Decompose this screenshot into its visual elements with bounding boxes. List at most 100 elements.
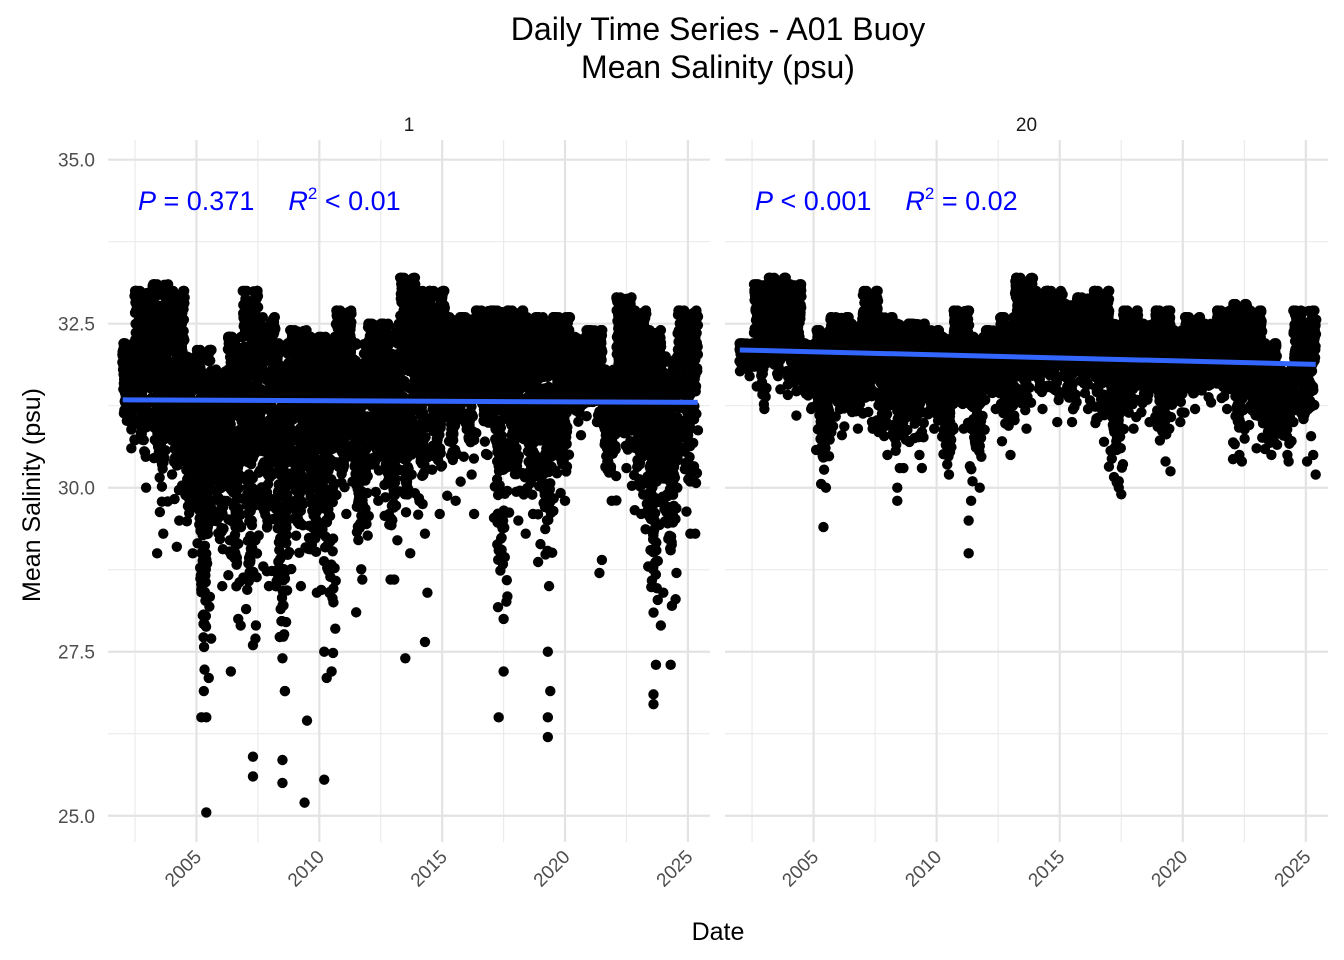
data-point <box>204 601 215 612</box>
data-point <box>225 419 236 430</box>
data-point <box>330 623 341 634</box>
data-point <box>324 510 336 522</box>
data-point <box>353 534 364 546</box>
data-point <box>194 344 206 356</box>
data-point <box>218 523 229 534</box>
data-point <box>205 344 217 356</box>
data-point <box>398 272 410 283</box>
data-point <box>200 621 212 632</box>
data-point <box>251 548 263 559</box>
data-point <box>246 515 258 526</box>
data-point <box>252 290 264 302</box>
data-point <box>280 616 292 628</box>
data-point <box>201 558 213 569</box>
chart-subtitle: Mean Salinity (psu) <box>581 49 855 85</box>
data-point <box>144 382 156 394</box>
data-point <box>202 528 214 540</box>
data-point <box>426 464 438 475</box>
data-point <box>467 411 479 422</box>
data-point <box>289 325 300 336</box>
data-point <box>181 351 192 362</box>
data-point <box>439 285 450 297</box>
data-point <box>405 548 416 559</box>
data-point <box>382 318 394 329</box>
data-point <box>241 285 253 297</box>
data-point <box>226 331 238 343</box>
data-point <box>140 451 151 462</box>
data-point <box>320 331 331 343</box>
data-point <box>156 481 168 492</box>
data-point <box>286 563 297 575</box>
data-point <box>295 580 307 592</box>
data-point <box>468 453 480 464</box>
data-point <box>434 508 445 520</box>
data-point <box>231 552 243 563</box>
data-point <box>178 335 189 347</box>
chart-title: Daily Time Series - A01 Buoy <box>511 11 925 47</box>
data-point <box>204 591 216 603</box>
data-point <box>281 585 293 596</box>
data-point <box>160 445 171 456</box>
data-point <box>363 510 374 522</box>
data-point <box>350 338 362 349</box>
data-point <box>187 548 198 559</box>
data-point <box>370 486 381 498</box>
data-point <box>217 580 228 592</box>
data-point <box>273 338 284 349</box>
data-point <box>413 285 425 297</box>
data-point <box>311 515 323 526</box>
data-point <box>126 443 137 454</box>
data-point <box>167 285 179 297</box>
data-point <box>341 508 352 520</box>
data-point <box>310 546 322 558</box>
data-point <box>210 364 222 375</box>
data-point <box>140 482 152 493</box>
data-point <box>201 548 212 559</box>
data-point <box>179 292 190 303</box>
data-point <box>362 470 373 482</box>
data-point <box>356 564 367 575</box>
data-point <box>362 530 373 541</box>
data-point <box>466 469 477 480</box>
data-point <box>138 434 149 446</box>
data-point <box>366 318 378 329</box>
data-point <box>406 469 417 480</box>
data-point <box>281 529 292 541</box>
data-point <box>154 506 166 518</box>
data-point <box>134 285 146 297</box>
data-point <box>435 447 446 459</box>
data-point <box>450 495 461 507</box>
data-point <box>438 300 450 311</box>
data-point <box>390 500 402 511</box>
data-point <box>261 522 273 533</box>
data-point <box>390 473 401 484</box>
data-point <box>305 331 316 343</box>
data-point <box>154 472 165 483</box>
data-point <box>129 435 141 446</box>
data-point <box>223 570 234 581</box>
data-point <box>455 476 466 487</box>
data-point <box>436 460 448 471</box>
data-point <box>428 285 439 297</box>
data-point <box>269 311 280 323</box>
data-point <box>200 576 211 588</box>
data-point <box>346 308 357 320</box>
data-point <box>233 483 244 494</box>
data-point <box>253 530 264 541</box>
data-point <box>392 535 403 546</box>
data-point <box>412 509 424 520</box>
data-point <box>331 489 342 501</box>
data-point <box>327 647 339 659</box>
data-point <box>278 600 289 611</box>
data-point <box>200 610 212 622</box>
data-point <box>250 620 262 631</box>
data-point <box>400 507 412 518</box>
facet-panel-1: 1 P = 0.371 R2 < 0.01 <box>108 115 710 842</box>
data-point <box>417 498 428 510</box>
data-point <box>158 528 169 539</box>
data-point <box>458 451 469 462</box>
data-point <box>252 302 264 313</box>
data-point <box>151 279 163 290</box>
data-point <box>127 413 138 424</box>
data-point <box>327 533 339 544</box>
